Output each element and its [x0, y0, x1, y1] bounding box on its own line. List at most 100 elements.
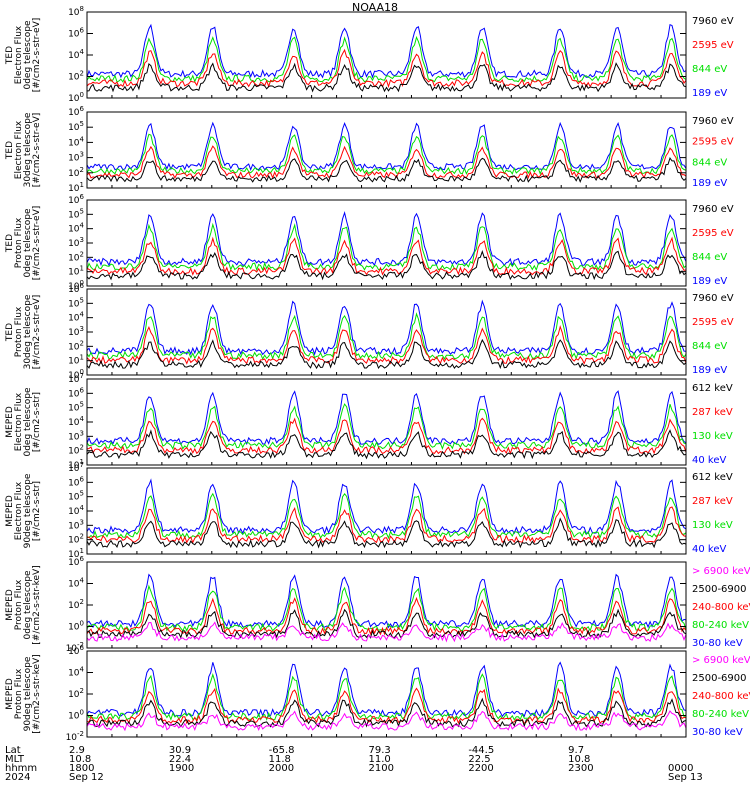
legend-entry: 40 keV [692, 455, 726, 466]
y-tick-label: 106 [68, 555, 84, 568]
y-axis-label-line: MEPED [5, 495, 15, 527]
series-magenta-line [87, 710, 686, 732]
x-axis-value: 2.9 [69, 745, 85, 756]
y-tick-label: 103 [68, 325, 84, 338]
series-black-line [87, 338, 686, 370]
y-tick-label: 108 [68, 5, 84, 18]
y-axis-label-line: 0deg telescope [23, 208, 33, 278]
series-green-line [87, 133, 686, 176]
y-tick-label: 10-2 [66, 641, 84, 654]
y-tick-label: 102 [68, 166, 84, 179]
series-black-line [87, 429, 686, 460]
series-red-line [87, 596, 686, 636]
y-tick-label: 100 [68, 620, 84, 633]
legend-entry: > 6900 keV [692, 566, 750, 577]
series-red-line [87, 236, 686, 276]
y-axis-label-line: Electron Flux [14, 120, 24, 179]
y-tick-label: 105 [68, 401, 84, 414]
y-axis-label-line: 0deg telescope [23, 387, 33, 457]
panel-frame [86, 378, 687, 466]
x-axis-value: 2100 [369, 763, 394, 774]
series-black-line [87, 608, 686, 639]
legend-entry: 2595 eV [692, 40, 734, 51]
legend-entry: 2595 eV [692, 317, 734, 328]
y-tick-label: 107 [68, 461, 84, 474]
x-axis-value: -65.8 [269, 745, 295, 756]
x-axis-row-label: Lat [5, 745, 21, 756]
y-tick-label: 102 [68, 533, 84, 546]
y-axis-label-line: [#/cm2-s-str] [32, 392, 42, 452]
legend-entry: 189 eV [692, 276, 727, 287]
y-tick-label: 104 [68, 222, 84, 235]
y-tick-label: 102 [68, 444, 84, 457]
x-axis-value: 79.3 [369, 745, 391, 756]
series-red-line [87, 145, 686, 180]
y-axis-label-line: Proton Flux [14, 579, 24, 630]
series-black-line [87, 156, 686, 184]
legend-entry: 612 keV [692, 383, 733, 394]
panel-7: 10-2 100 102 104 106 MEPED Proton Flux 0deg tel… [5, 555, 750, 654]
y-tick-label: 103 [68, 518, 84, 531]
panel-frame [86, 11, 687, 99]
series-black-line [87, 517, 686, 549]
y-axis-label-line: [#/cm2-s-str-eV] [32, 18, 42, 93]
y-axis-label-line: MEPED [5, 678, 15, 710]
y-tick-label: 100 [68, 91, 84, 104]
legend-entry: 844 eV [692, 252, 727, 263]
legend-entry: 7960 eV [692, 16, 734, 27]
series-blue-line [87, 121, 686, 172]
x-axis-row-label: hhmm [5, 763, 37, 774]
y-tick-label: 106 [68, 282, 84, 295]
legend-entry: 844 eV [692, 64, 727, 75]
y-axis-label-line: 0deg telescope [23, 570, 33, 640]
y-tick-label: 101 [68, 458, 84, 471]
series-red-line [87, 417, 686, 455]
y-tick-label: 102 [68, 339, 84, 352]
legend-entry: 189 eV [692, 88, 727, 99]
y-tick-label: 104 [68, 415, 84, 428]
panel-frame [86, 467, 687, 555]
y-tick-label: 106 [68, 386, 84, 399]
x-axis-value: 2000 [269, 763, 294, 774]
y-axis-label-line: 0deg telescope [23, 20, 33, 90]
y-axis-label-line: 30deg telescope [23, 112, 33, 187]
x-axis-value: 10.8 [69, 754, 91, 765]
panel-2: 101 102 103 104 105 106 TED Electron Flux 30deg … [5, 105, 734, 194]
y-tick-label: 100 [68, 279, 84, 292]
legend-entry: 844 eV [692, 157, 727, 168]
x-axis-value: 1900 [169, 763, 194, 774]
y-tick-label: 106 [68, 105, 84, 118]
y-tick-label: 102 [68, 250, 84, 263]
legend-entry: > 6900 keV [692, 655, 750, 666]
panel-1: 100 102 104 106 108 TED Electron Flux 0deg tele… [5, 5, 734, 104]
y-tick-label: 104 [68, 504, 84, 517]
series-red-line [87, 324, 686, 365]
y-axis-label-line: [#/cm2-s-str-keV] [32, 565, 42, 644]
legend-entry: 7960 eV [692, 116, 734, 127]
panel-frame [86, 288, 687, 376]
legend-entry: 30-80 keV [692, 638, 743, 649]
legend-entry: 189 eV [692, 365, 727, 376]
y-tick-label: 104 [68, 311, 84, 324]
legend-entry: 287 keV [692, 407, 733, 418]
y-tick-label: 10-2 [66, 730, 84, 743]
x-axis-value: 30.9 [169, 745, 191, 756]
y-axis-label-line: MEPED [5, 406, 15, 438]
y-tick-label: 101 [68, 547, 84, 560]
legend-entry: 2595 eV [692, 228, 734, 239]
legend-entry: 80-240 keV [692, 709, 749, 720]
y-tick-label: 106 [68, 193, 84, 206]
series-blue-line [87, 390, 686, 446]
series-green-line [87, 35, 686, 83]
legend-entry: 7960 eV [692, 293, 734, 304]
y-tick-label: 104 [68, 48, 84, 61]
series-black-line [87, 250, 686, 281]
series-blue-line [87, 23, 686, 79]
panel-8: 10-2 100 102 104 106 MEPED Proton Flux 90deg te… [5, 644, 750, 743]
y-axis-label-line: Proton Flux [14, 306, 24, 357]
y-tick-label: 104 [68, 666, 84, 679]
series-blue-line [87, 573, 686, 629]
